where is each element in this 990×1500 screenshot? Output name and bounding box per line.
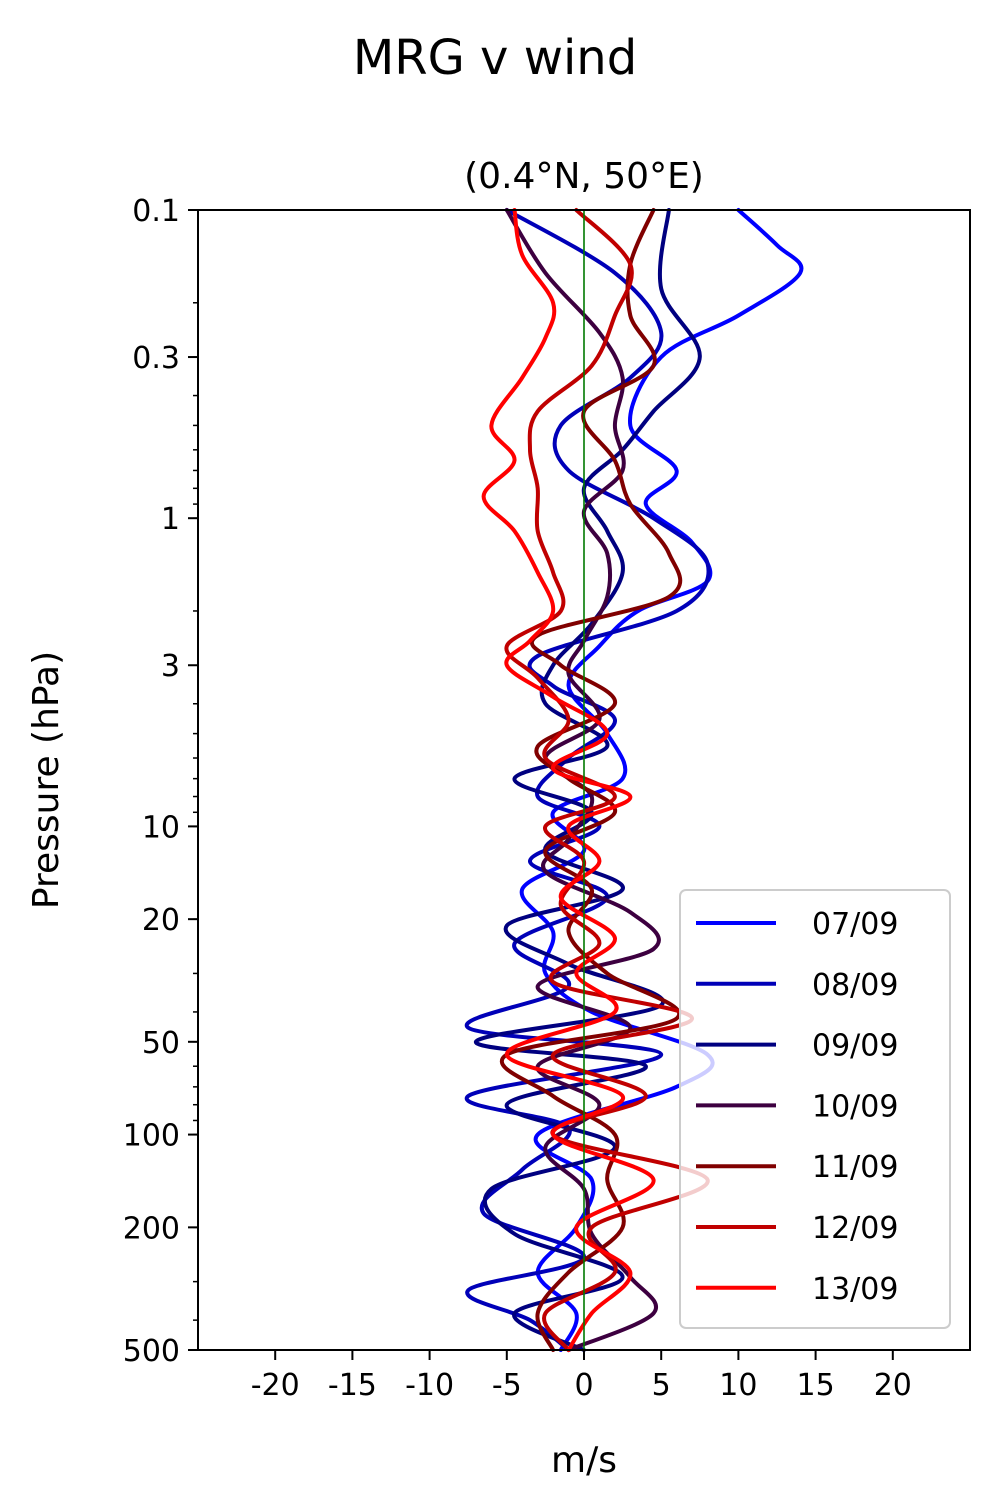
y-tick-label: 20 <box>142 903 180 938</box>
series-line-12-09 <box>504 208 710 1352</box>
y-tick-label: 500 <box>123 1334 180 1369</box>
y-axis-label: Pressure (hPa) <box>26 651 67 909</box>
x-axis: -20 -15 -10 -5 0 5 10 15 20 <box>251 1350 912 1403</box>
y-tick-label: 100 <box>123 1119 180 1154</box>
x-tick-label: -20 <box>251 1368 300 1403</box>
legend-label: 11/09 <box>812 1150 898 1185</box>
x-tick-label: 5 <box>652 1368 671 1403</box>
legend-label: 12/09 <box>812 1211 898 1246</box>
legend-label: 10/09 <box>812 1089 898 1124</box>
series-line-13-09 <box>481 208 656 1352</box>
y-tick-label: 0.1 <box>132 194 180 229</box>
legend-label: 13/09 <box>812 1272 898 1307</box>
chart-subtitle: (0.4°N, 50°E) <box>464 156 704 197</box>
legend-label: 08/09 <box>812 968 898 1003</box>
x-tick-label: 20 <box>874 1368 912 1403</box>
legend-label: 07/09 <box>812 907 898 942</box>
x-tick-label: 15 <box>797 1368 835 1403</box>
series-line-07-09 <box>519 208 804 1352</box>
legend: 07/09 08/09 09/09 10/09 11/09 12/09 13/09 <box>679 889 951 1329</box>
y-tick-label: 200 <box>123 1211 180 1246</box>
y-tick-label: 0.3 <box>132 341 180 376</box>
x-axis-label: m/s <box>551 1440 617 1481</box>
x-tick-label: -10 <box>405 1368 454 1403</box>
legend-label: 09/09 <box>812 1029 898 1064</box>
y-axis: 0.1 0.3 1 3 10 20 50 100 200 500 <box>123 194 198 1369</box>
x-tick-label: -5 <box>492 1368 522 1403</box>
x-tick-label: 0 <box>574 1368 593 1403</box>
legend-box <box>679 889 951 1329</box>
x-tick-label: -15 <box>328 1368 377 1403</box>
y-tick-label: 50 <box>142 1026 180 1061</box>
chart-title: MRG v wind <box>353 30 637 86</box>
x-tick-label: 10 <box>719 1368 757 1403</box>
y-tick-label: 3 <box>161 649 180 684</box>
y-tick-label: 1 <box>161 502 180 537</box>
y-tick-label: 10 <box>142 810 180 845</box>
series-line-11-09 <box>499 208 683 1352</box>
